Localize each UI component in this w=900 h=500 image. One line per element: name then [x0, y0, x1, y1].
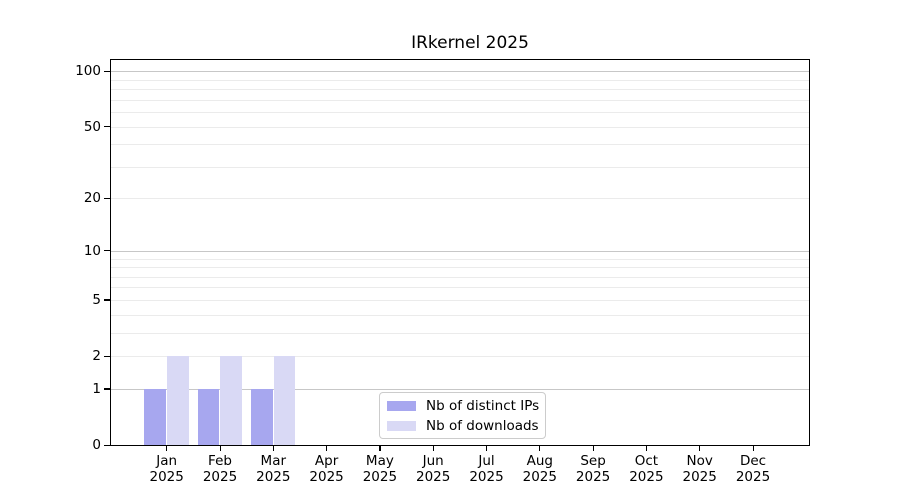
- x-tick-label: Feb 2025: [192, 453, 248, 485]
- x-tick-mark: [166, 445, 168, 451]
- gridline-minor: [111, 89, 809, 91]
- y-tick-mark: [104, 250, 110, 252]
- y-tick-label: 50: [83, 118, 101, 135]
- x-tick-year: 2025: [522, 469, 557, 485]
- x-tick-month: Jan: [156, 453, 178, 469]
- gridline-minor: [111, 79, 809, 81]
- y-tick-label: 2: [92, 348, 101, 365]
- x-tick-mark: [272, 445, 274, 451]
- gridline-minor: [111, 126, 809, 128]
- x-tick-mark: [539, 445, 541, 451]
- gridline-minor: [111, 299, 809, 301]
- x-tick-year: 2025: [575, 469, 611, 485]
- x-tick-label: Mar 2025: [245, 453, 301, 485]
- bar-distinct-ips: [197, 388, 220, 445]
- y-tick-mark: [104, 444, 110, 446]
- x-tick-month: Feb: [208, 453, 232, 469]
- gridline-minor: [111, 198, 809, 200]
- gridline-minor: [111, 267, 809, 269]
- x-tick-year: 2025: [362, 469, 398, 485]
- gridline-minor: [111, 99, 809, 101]
- x-tick-month: May: [365, 453, 394, 469]
- x-tick-label: Dec 2025: [725, 453, 781, 485]
- y-tick-mark: [104, 388, 110, 390]
- x-tick-label: Nov 2025: [672, 453, 728, 485]
- gridline-minor: [111, 287, 809, 289]
- gridline-minor: [111, 314, 809, 316]
- x-tick-mark: [699, 445, 701, 451]
- y-tick-mark: [104, 126, 110, 128]
- x-tick-label: Sep 2025: [565, 453, 621, 485]
- x-tick-mark: [379, 445, 381, 451]
- y-tick-mark: [104, 299, 110, 301]
- x-tick-month: Apr: [314, 453, 339, 469]
- x-tick-mark: [752, 445, 754, 451]
- x-tick-month: Aug: [526, 453, 553, 469]
- x-tick-label: May 2025: [352, 453, 408, 485]
- x-tick-label: Jun 2025: [405, 453, 461, 485]
- x-tick-mark: [219, 445, 221, 451]
- bar-distinct-ips: [251, 388, 273, 445]
- y-tick-label: 0: [92, 437, 101, 453]
- x-tick-year: 2025: [309, 469, 344, 485]
- legend-swatch-downloads: [387, 420, 416, 431]
- y-tick-label: 5: [92, 291, 101, 308]
- legend-label-downloads: Nb of downloads: [426, 417, 539, 434]
- gridline-major: [111, 250, 809, 252]
- plot-area: Nb of distinct IPs Nb of downloads: [110, 59, 810, 446]
- y-tick-label: 20: [83, 190, 101, 207]
- x-tick-year: 2025: [416, 469, 451, 485]
- x-tick-month: Jul: [478, 453, 495, 469]
- x-tick-month: Nov: [686, 453, 713, 469]
- x-tick-year: 2025: [469, 469, 504, 485]
- x-tick-year: 2025: [256, 469, 291, 485]
- legend-item-distinct-ips: Nb of distinct IPs: [387, 398, 545, 414]
- x-tick-month: Jun: [422, 453, 444, 469]
- gridline-minor: [111, 144, 809, 146]
- x-tick-year: 2025: [682, 469, 717, 485]
- legend-item-downloads: Nb of downloads: [387, 418, 545, 434]
- gridline-minor: [111, 258, 809, 260]
- y-tick-label: 100: [75, 63, 101, 80]
- x-tick-year: 2025: [735, 469, 771, 485]
- x-tick-month: Oct: [634, 453, 659, 469]
- x-tick-mark: [432, 445, 434, 451]
- y-tick-mark: [104, 197, 110, 200]
- x-tick-label: Jan 2025: [139, 453, 195, 485]
- x-tick-mark: [592, 445, 594, 451]
- y-tick-mark: [104, 70, 110, 72]
- x-tick-mark: [326, 445, 328, 451]
- gridline-major: [111, 388, 809, 390]
- gridline-minor: [111, 356, 809, 358]
- x-tick-label: Aug 2025: [512, 453, 568, 485]
- x-tick-month: Dec: [739, 453, 767, 469]
- x-tick-year: 2025: [149, 469, 184, 485]
- gridline-minor: [111, 166, 809, 168]
- x-tick-month: Sep: [580, 453, 606, 469]
- bar-downloads: [273, 356, 296, 445]
- y-tick-mark: [104, 355, 110, 357]
- gridline-minor: [111, 276, 809, 278]
- x-tick-mark: [486, 445, 488, 451]
- gridline-minor: [111, 112, 809, 114]
- gridline-minor: [111, 332, 809, 334]
- x-tick-year: 2025: [202, 469, 238, 485]
- bar-distinct-ips: [144, 388, 166, 445]
- bar-downloads: [220, 356, 242, 445]
- gridline-major: [111, 71, 809, 73]
- legend: Nb of distinct IPs Nb of downloads: [379, 392, 546, 439]
- y-tick-label: 1: [92, 380, 101, 397]
- x-tick-label: Oct 2025: [618, 453, 674, 485]
- x-tick-month: Mar: [260, 453, 287, 469]
- x-tick-mark: [645, 445, 648, 451]
- legend-label-distinct-ips: Nb of distinct IPs: [426, 397, 540, 414]
- legend-swatch-distinct-ips: [387, 400, 416, 411]
- y-tick-label: 10: [83, 242, 101, 259]
- x-tick-label: Jul 2025: [459, 453, 515, 485]
- bar-downloads: [167, 356, 189, 445]
- x-tick-label: Apr 2025: [299, 453, 355, 485]
- chart-title: IRkernel 2025: [411, 33, 529, 53]
- x-tick-year: 2025: [629, 469, 664, 485]
